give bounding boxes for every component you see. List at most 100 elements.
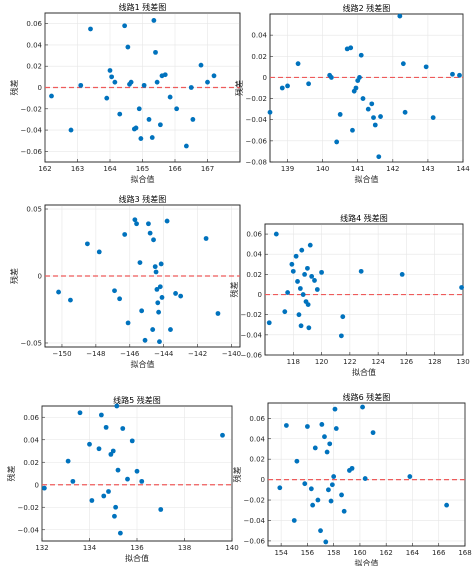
panel6-point-20 xyxy=(332,406,338,412)
panel1-ytick-label-5: 0.04 xyxy=(26,41,42,49)
panel4-ytick-label-1: −0.04 xyxy=(241,331,263,339)
panel1-point-18 xyxy=(146,117,152,122)
panel1-point-22 xyxy=(154,79,160,85)
panel1-ylabel: 残差 xyxy=(9,80,19,96)
panel2-point-4 xyxy=(306,81,311,87)
panel6-point-9 xyxy=(315,497,321,503)
panel3-ytick-label-0: −0.05 xyxy=(21,339,42,347)
panel5-point-15 xyxy=(114,403,120,409)
panel1-point-27 xyxy=(174,106,180,112)
panel4-xtick-label-6: 130 xyxy=(456,358,469,366)
panel1-xtick-label-4: 166 xyxy=(168,165,182,173)
panel3-xtick-label-2: −146 xyxy=(120,350,140,358)
panel2-point-18 xyxy=(365,106,371,112)
panel1-point-14 xyxy=(133,125,139,131)
panel1-point-10 xyxy=(125,44,131,50)
panel4-point-24 xyxy=(340,314,346,320)
panel1-point-23 xyxy=(157,122,163,128)
panel5-xlabel: 拟合值 xyxy=(125,553,149,563)
panel4-point-23 xyxy=(338,333,344,339)
panel6-point-4 xyxy=(302,481,308,487)
panel-line1: −0.06 −0.04 −0.02 0 0.02 0.04 0.06 162 163 164 165… xyxy=(9,2,241,184)
panel1-point-16 xyxy=(138,136,144,141)
panel6-axes-border xyxy=(267,402,466,547)
panel4-point-26 xyxy=(399,271,405,277)
panel6-point-27 xyxy=(362,476,368,481)
panel2-xtick-label-1: 140 xyxy=(316,165,329,173)
panel2-point-21 xyxy=(372,122,378,128)
panel2-point-24 xyxy=(397,13,403,19)
panel2-point-8 xyxy=(337,112,343,117)
panel6-point-15 xyxy=(326,487,331,493)
panel1-xtick-label-2: 164 xyxy=(103,165,117,173)
panel4-point-13 xyxy=(302,271,307,277)
panel4-point-21 xyxy=(314,287,320,292)
panel3-point-4 xyxy=(112,288,117,294)
panel3-point-24 xyxy=(158,261,164,267)
panel2-point-16 xyxy=(358,52,364,58)
panel6-ytick-label-6: 0.06 xyxy=(249,415,265,423)
panel5-point-0 xyxy=(41,485,47,491)
panel4-point-15 xyxy=(305,265,310,271)
panel6-point-5 xyxy=(305,424,310,429)
panel6-ytick-label-1: −0.04 xyxy=(244,517,266,525)
panel1-ytick-label-0: −0.06 xyxy=(21,148,43,156)
panel5-point-1 xyxy=(65,458,71,464)
panel6-point-22 xyxy=(339,492,344,498)
panel6-xtick-label-3: 160 xyxy=(353,549,366,557)
panel4-point-0 xyxy=(266,320,272,326)
panel4-point-5 xyxy=(290,268,296,274)
panel4-ytick-label-4: 0.02 xyxy=(246,271,262,279)
panel2-point-11 xyxy=(350,127,355,133)
panel2-axes-frame xyxy=(269,13,464,163)
panel3-point-28 xyxy=(173,291,178,296)
panel6-xtick-label-1: 156 xyxy=(301,549,315,557)
panel-line3: −0.05 0 0.05 −150 −148 −146 −144 −142 −140 线路3 残差… xyxy=(9,194,241,369)
panel6-point-26 xyxy=(360,404,365,410)
panel6-point-6 xyxy=(308,486,314,492)
panel2-point-17 xyxy=(360,96,366,101)
panel6-ytick-label-2: −0.02 xyxy=(244,497,265,505)
panel6-point-29 xyxy=(407,474,413,479)
panel5-ytick-label-5: 0.06 xyxy=(23,414,39,422)
panel3-point-26 xyxy=(164,218,170,224)
panel6-axes-frame xyxy=(267,402,466,547)
panel1-point-9 xyxy=(122,23,128,29)
panel4-ytick-label-6: 0.06 xyxy=(246,231,262,239)
panel6-point-2 xyxy=(291,518,297,523)
panel1-ytick-label-6: 0.06 xyxy=(26,20,42,28)
panel1-xtick-label-0: 162 xyxy=(38,165,51,173)
panel5-point-2 xyxy=(70,478,76,484)
panel6-xtick-label-2: 158 xyxy=(327,549,340,557)
panel5-ytick-label-0: −0.04 xyxy=(18,526,40,534)
panel3-point-12 xyxy=(142,337,148,343)
panel6-point-1 xyxy=(283,423,289,428)
panel3-point-16 xyxy=(151,237,156,243)
panel2-point-13 xyxy=(353,85,359,91)
panel4-point-12 xyxy=(300,292,306,297)
panel1-ytick-label-3: 0 xyxy=(38,84,42,92)
panel3-ytick-label-1: 0 xyxy=(38,273,42,281)
panel3-point-9 xyxy=(134,221,139,227)
panel3-point-31 xyxy=(215,311,221,316)
panel4-xlabel: 拟合值 xyxy=(352,367,376,377)
panel2-xtick-label-5: 144 xyxy=(456,165,470,173)
panel1-xtick-label-1: 163 xyxy=(71,165,84,173)
panel4-xtick-label-4: 126 xyxy=(400,358,414,366)
panel3-point-30 xyxy=(203,236,209,241)
panel5-point-3 xyxy=(77,410,83,416)
panel5-point-22 xyxy=(139,478,145,484)
panel1-point-6 xyxy=(109,74,115,80)
panel4-xtick-label-5: 128 xyxy=(428,358,441,366)
panel3-point-14 xyxy=(147,230,153,236)
panel3-point-7 xyxy=(125,320,131,326)
panel2-point-26 xyxy=(402,109,408,115)
panel2-point-3 xyxy=(295,61,301,67)
panel1-point-21 xyxy=(153,49,158,55)
panel1-point-2 xyxy=(78,82,84,88)
panel6-point-16 xyxy=(327,441,333,447)
panel6-point-18 xyxy=(329,482,335,488)
panel3-xtick-label-0: −150 xyxy=(52,350,71,358)
panel2-point-27 xyxy=(423,64,429,70)
panel2-point-6 xyxy=(329,75,334,80)
